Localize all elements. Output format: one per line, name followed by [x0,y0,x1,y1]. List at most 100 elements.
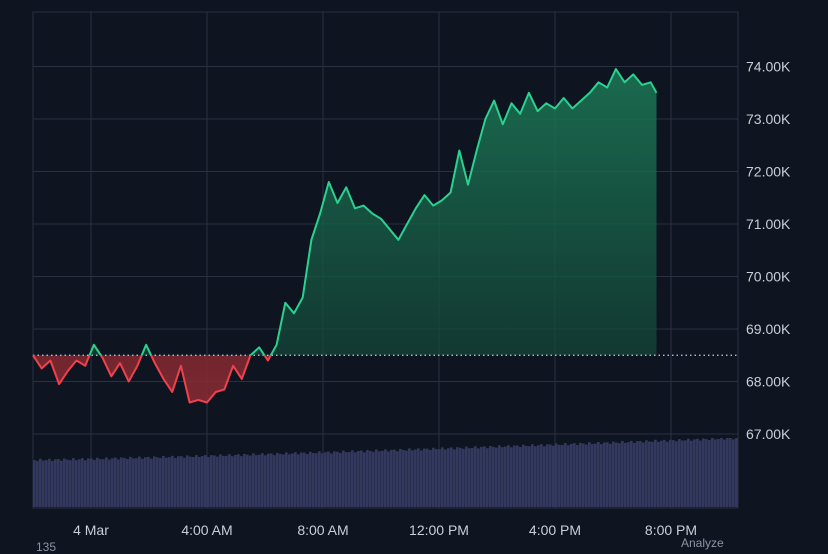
volume-bar [201,456,204,507]
volume-bar [585,444,588,507]
volume-bar [414,449,417,507]
price-line [32,68,658,404]
volume-bar [264,455,267,507]
y-tick-label: 74.00K [746,59,791,75]
volume-bar [342,450,345,507]
volume-bar [333,451,336,507]
volume-bar [273,455,276,507]
volume-bar [207,457,210,507]
volume-bar [126,459,129,507]
volume-bar [105,457,108,507]
volume-bar [147,456,150,507]
volume-bar [609,443,612,507]
volume-bar [345,452,348,507]
volume-bar [135,458,138,507]
volume-bar [714,439,717,507]
volume-bar [387,451,390,507]
volume-bar [483,446,486,507]
volume-bar [579,442,582,507]
volume-bar [66,459,69,507]
volume-bar [651,441,654,507]
volume-bar [507,445,510,507]
volume-bar [381,450,384,507]
volume-bar [300,452,303,507]
volume-bar [687,438,690,507]
volume-bar [150,458,153,507]
volume-bar [45,460,48,507]
volume-bar [441,447,444,507]
volume-bar [243,453,246,507]
x-tick-label: 8:00 AM [297,522,348,538]
volume-bar [39,458,42,507]
volume-bar [696,438,699,507]
volume-bar [675,441,678,507]
volume-bar [672,440,675,507]
volume-bar [84,460,87,507]
volume-bar [303,452,306,507]
volume-bar [630,440,633,507]
volume-bar [357,451,360,507]
volume-bar [720,438,723,507]
volume-bar [309,451,312,507]
volume-bar [594,443,597,507]
volume-bar [291,453,294,507]
volume-bar [735,438,738,507]
volume-bar [636,441,639,507]
volume-bar [678,438,681,507]
volume-bar [279,453,282,507]
volume-bar [219,454,222,507]
volume-bar [501,447,504,507]
volume-bar [228,454,231,507]
area-above-baseline [33,69,657,356]
volume-bar [336,451,339,507]
volume-bar [69,460,72,507]
volume-bar [153,456,156,507]
volume-bar [444,449,447,507]
y-tick-label: 73.00K [746,111,791,127]
volume-bar [648,441,651,507]
x-tick-label: 8:00 PM [645,522,697,538]
volume-bar [576,445,579,507]
volume-bar [222,455,225,507]
volume-bar [459,447,462,507]
volume-bar [378,451,381,507]
volume-bar [453,449,456,507]
volume-bar [426,448,429,507]
volume-bar [429,450,432,507]
volume-bar [390,449,393,507]
volume-bar [726,438,729,507]
volume-bar [372,451,375,507]
y-tick-label: 68.00K [746,374,791,390]
volume-bar [615,442,618,507]
volume-bar [393,449,396,507]
volume-bar [561,444,564,507]
volume-bar [522,444,525,507]
volume-bar [567,445,570,507]
volume-bar [246,454,249,507]
volume-bar [252,453,255,507]
volume-bar [225,455,228,507]
volume-bar [384,449,387,507]
volume-bar [540,444,543,507]
volume-bar [633,442,636,507]
volume-bar [642,442,645,507]
volume-bars [33,438,738,507]
volume-bar [645,440,648,507]
volume-bar [477,448,480,507]
volume-bar [57,459,60,507]
area-below-baseline [33,355,657,403]
volume-bar [36,460,39,507]
volume-bar [63,458,66,507]
volume-bar [306,454,309,507]
volume-bar [624,442,627,507]
footer-left-text: 135 [36,540,57,554]
volume-bar [351,450,354,507]
analyze-link[interactable]: Analyze [681,536,724,550]
volume-bar [261,453,264,507]
volume-bar [552,445,555,507]
volume-bar [99,459,102,507]
x-axis: 4 Mar 4:00 AM 8:00 AM 12:00 PM 4:00 PM 8:00 P… [73,522,697,538]
volume-bar [363,452,366,507]
y-tick-label: 72.00K [746,164,791,180]
